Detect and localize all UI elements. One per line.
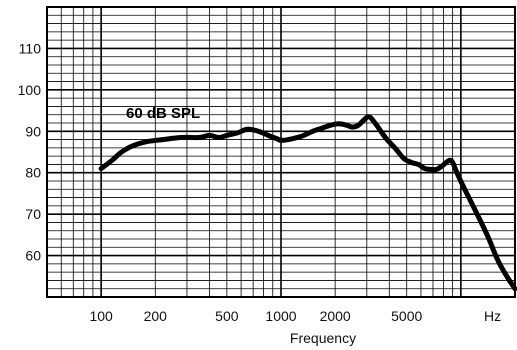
spl-annotation: 60 dB SPL [126, 105, 200, 122]
y-tick-label: 80 [25, 165, 41, 181]
y-tick-label: 60 [25, 248, 41, 264]
major-grid [47, 6, 515, 298]
x-tick-label: 1000 [265, 308, 296, 324]
y-tick-label: 110 [19, 40, 42, 56]
y-tick-label: 90 [25, 123, 41, 139]
x-tick-label: 2000 [320, 308, 351, 324]
x-tick-label: 500 [215, 308, 239, 324]
y-tick-label: 100 [18, 82, 42, 98]
x-tick-label: 200 [144, 308, 168, 324]
plot-frame [46, 6, 516, 298]
x-axis-label: Frequency [290, 330, 356, 346]
x-tick-label: 5000 [391, 308, 422, 324]
x-tick-label: 100 [89, 308, 113, 324]
y-tick-label: 70 [25, 206, 41, 222]
y-axis-tick-labels: 60 70 80 90 100 110 [18, 40, 42, 263]
x-axis-tick-labels: 100 200 500 1000 2000 5000 Hz [89, 308, 501, 324]
series-line [98, 114, 517, 292]
x-tick-label: Hz [484, 308, 501, 324]
